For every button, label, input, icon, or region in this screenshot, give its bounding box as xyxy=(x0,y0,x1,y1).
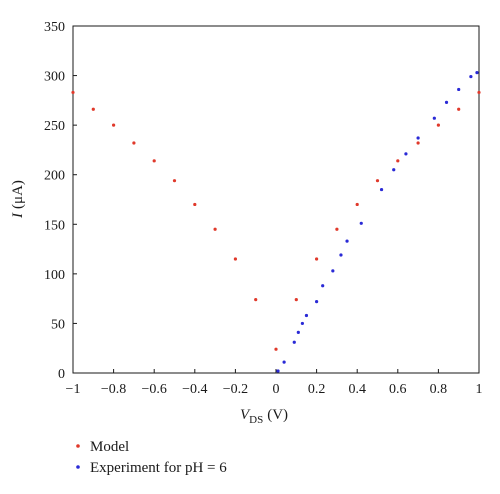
y-tick-label: 300 xyxy=(44,70,65,85)
data-point xyxy=(193,202,197,207)
y-tick-label: 250 xyxy=(44,119,65,134)
plot-frame xyxy=(72,25,480,374)
y-tick-label: 200 xyxy=(44,169,65,184)
data-point xyxy=(331,269,335,273)
x-tick-label: 0.4 xyxy=(348,382,366,397)
data-point xyxy=(315,257,319,261)
series-model xyxy=(71,90,481,351)
data-point xyxy=(294,298,298,302)
y-axis-title-main: I xyxy=(10,212,26,219)
x-tick-label: 1 xyxy=(476,382,483,397)
data-point xyxy=(233,257,237,261)
x-tick-label: −0.2 xyxy=(223,382,248,397)
data-point xyxy=(359,221,363,225)
data-point xyxy=(469,74,473,79)
data-point xyxy=(475,70,479,75)
x-tick-label: −0.6 xyxy=(141,382,166,397)
data-point xyxy=(172,179,177,183)
data-point xyxy=(392,168,396,172)
x-axis-title: VDS (V) xyxy=(240,407,288,426)
x-tick-label: 0.8 xyxy=(430,382,448,397)
x-tick-label: −1 xyxy=(66,382,81,397)
y-tick-label: 100 xyxy=(44,268,65,283)
data-point xyxy=(112,123,116,127)
x-tick-label: 0 xyxy=(273,382,280,397)
y-tick-label: 350 xyxy=(44,20,65,35)
data-point xyxy=(379,187,384,192)
data-point xyxy=(152,159,156,163)
data-point xyxy=(335,227,339,231)
data-point xyxy=(416,141,420,145)
y-axis: 0 50 100 150 200 250 300 350 xyxy=(44,20,77,382)
data-point xyxy=(416,136,420,140)
data-point xyxy=(276,369,280,373)
data-point xyxy=(404,152,408,156)
y-tick-label: 0 xyxy=(58,367,65,382)
legend: Model Experiment for pH = 6 xyxy=(76,439,227,476)
data-points xyxy=(71,70,481,373)
data-point xyxy=(315,300,319,304)
data-point xyxy=(444,100,449,104)
data-point xyxy=(436,123,440,127)
data-point xyxy=(304,313,309,318)
y-axis-title: I (μA) xyxy=(10,180,26,219)
data-point xyxy=(396,159,400,163)
y-tick-label: 150 xyxy=(44,218,65,233)
data-point xyxy=(282,360,286,364)
data-point xyxy=(457,87,461,92)
data-point xyxy=(375,179,380,183)
y-axis-title-unit: (μA) xyxy=(10,180,26,209)
x-axis-title-sub: DS xyxy=(249,414,263,426)
x-axis-title-main: V xyxy=(240,407,251,423)
data-point xyxy=(296,330,300,334)
data-point xyxy=(254,298,258,302)
y-tick-label: 50 xyxy=(51,317,65,332)
x-tick-label: 0.6 xyxy=(389,382,407,397)
data-point xyxy=(274,347,278,351)
data-point xyxy=(477,90,481,95)
data-point xyxy=(91,107,95,111)
data-point xyxy=(457,107,461,111)
data-point xyxy=(300,321,304,326)
legend-marker-model xyxy=(76,444,80,448)
data-point xyxy=(71,90,75,95)
data-point xyxy=(345,239,349,243)
x-tick-label: −0.4 xyxy=(182,382,207,397)
data-point xyxy=(432,116,436,120)
series-experiment xyxy=(276,70,479,373)
x-axis: −1 −0.8 −0.6 −0.4 −0.2 0 0.2 0.4 0.6 0.8 1 xyxy=(66,369,483,397)
legend-label-experiment: Experiment for pH = 6 xyxy=(90,460,227,476)
data-point xyxy=(339,253,343,257)
data-point xyxy=(321,284,325,288)
data-point xyxy=(355,202,359,207)
x-tick-label: −0.8 xyxy=(101,382,126,397)
data-point xyxy=(132,141,136,145)
data-point xyxy=(292,340,296,344)
data-point xyxy=(213,227,217,231)
x-tick-label: 0.2 xyxy=(308,382,326,397)
legend-label-model: Model xyxy=(90,439,129,455)
x-axis-title-unit: (V) xyxy=(267,407,288,423)
legend-marker-experiment xyxy=(76,465,80,469)
